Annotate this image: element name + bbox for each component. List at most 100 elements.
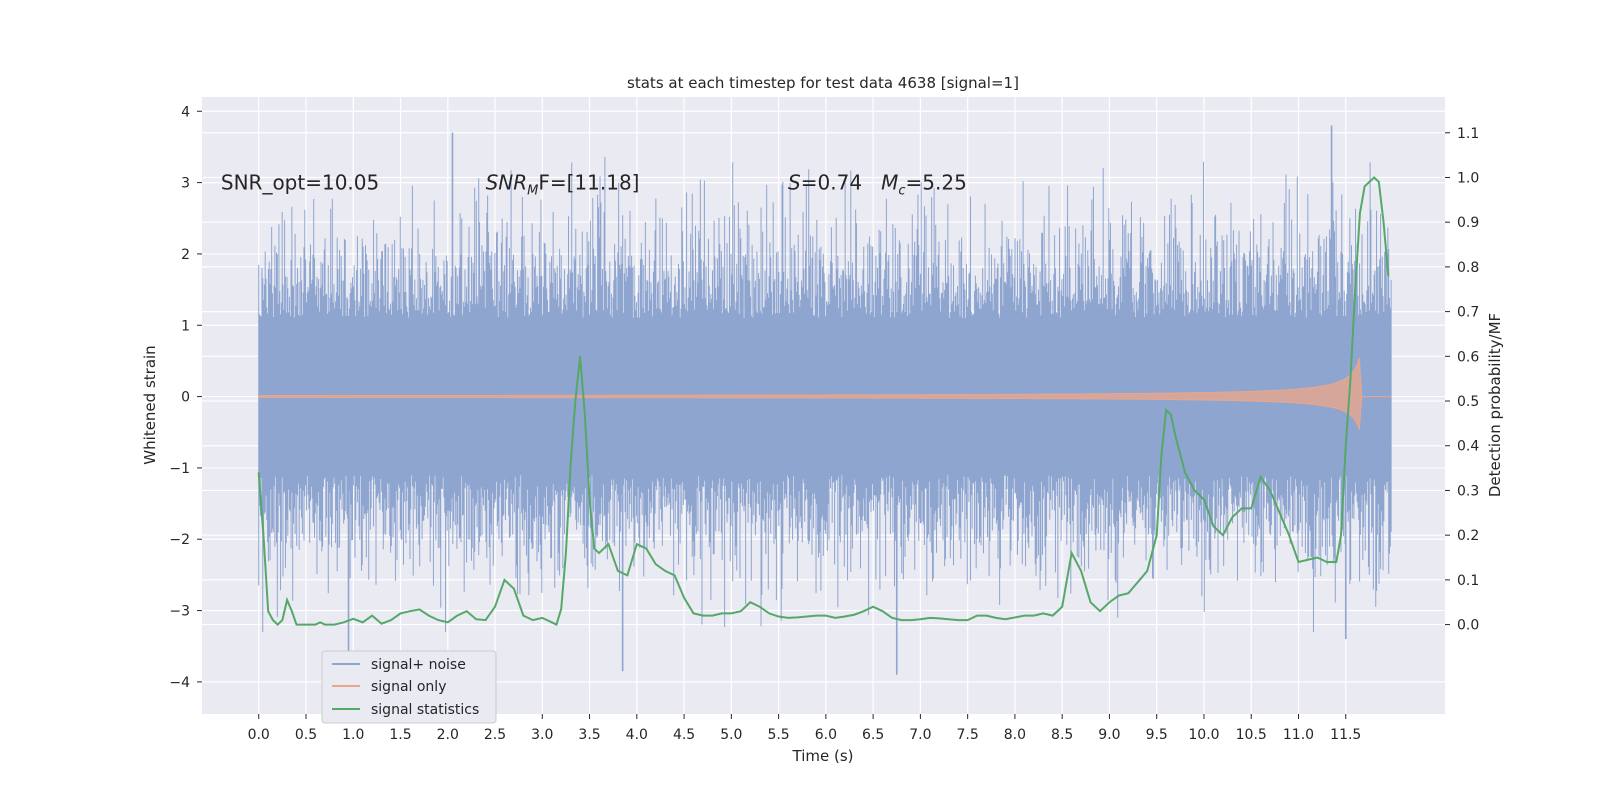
stats-point [522,615,524,617]
stats-point [1222,534,1224,536]
stats-point [881,610,884,612]
stats-point [806,615,808,618]
stats-point [399,612,402,615]
y2-tick-label: 1.0 [1457,170,1479,186]
stats-point [759,606,761,608]
y2-tick-label: 0.5 [1457,394,1479,410]
annotation-s-mc: S=0.74 Mc=5.25 [788,171,967,199]
stats-point [768,612,770,615]
x-tick-label: 1.5 [389,727,411,743]
x-tick-label: 10.0 [1188,727,1219,743]
y-tick-label: −3 [169,604,190,620]
stats-point [314,623,317,626]
legend-label-signal-plus-noise: signal+ noise [371,657,466,673]
stats-point [475,618,477,620]
stats-point [1250,507,1252,509]
stats-point [310,623,312,626]
x-tick-label: 3.5 [578,727,600,743]
stats-point [957,619,959,621]
stats-point [1373,176,1375,179]
y2-axis-title: Detection probability/MF [1486,313,1504,497]
stats-point [1335,561,1337,563]
stats-point [1193,489,1196,492]
x-tick-label: 6.0 [815,727,837,743]
x-tick-label: 9.5 [1146,727,1168,743]
stats-point [683,597,685,599]
stats-point [267,610,269,612]
chart-title: stats at each timestep for test data 463… [627,74,1019,92]
stats-point [778,615,780,618]
x-tick-label: 8.0 [1004,727,1026,743]
stats-point [749,601,751,603]
stats-point [1203,498,1205,500]
x-tick-label: 2.0 [437,727,459,743]
y2-tick-label: 0.9 [1457,215,1479,231]
stats-point [1023,615,1025,617]
y2-tick-label: 0.4 [1457,439,1479,455]
series-signal-only [258,358,1392,430]
x-tick-label: 0.5 [295,727,317,743]
x-tick-label: 4.5 [673,727,695,743]
stats-point [834,617,836,619]
stats-point [1345,445,1347,447]
stats-point [1316,556,1318,559]
stats-point [286,599,288,601]
x-tick-label: 9.0 [1098,727,1120,743]
y-tick-label: −4 [169,675,190,691]
legend: signal+ noise signal only signal statist… [321,650,497,724]
stats-point [815,615,818,617]
stats-point [1368,181,1370,183]
y-axis-title: Whitened strain [141,345,159,464]
stats-point [588,498,591,500]
stats-point [1099,610,1101,612]
y2-tick-label: 0.3 [1457,483,1479,499]
stats-point [995,617,997,619]
x-tick-label: 10.5 [1236,727,1267,743]
stats-point [574,400,576,402]
stats-points [258,176,1389,626]
stats-point [1189,480,1191,483]
stats-point [484,619,487,621]
stats-point [272,619,274,621]
stats-point [617,570,619,572]
stats-point [825,615,827,617]
stats-point [1170,413,1172,416]
stats-point [1278,512,1281,514]
stats-point [796,616,799,619]
stats-point [891,617,893,619]
stats-point [584,413,586,416]
stats-point [1071,552,1073,554]
x-tick-labels: 0.0 0.5 1.0 1.5 2.0 2.5 3.0 3.5 4.0 4.5 5.0 5.5 6.0 6… [248,714,1361,743]
x-tick-label: 11.0 [1283,727,1314,743]
stats-point [1061,606,1063,608]
stats-point [1156,534,1158,536]
stats-point [938,617,940,619]
legend-label-signal-statistics: signal statistics [371,702,479,718]
stats-point [1260,476,1262,478]
stats-point [551,621,553,623]
stats-point [626,574,628,577]
stats-point [1212,525,1215,527]
stats-point [381,623,383,625]
stats-point [1340,534,1342,536]
stats-point [967,619,969,621]
x-tick-label: 8.5 [1051,727,1073,743]
stats-point [291,610,293,612]
stats-point [258,471,260,474]
stats-point [1014,616,1016,619]
stats-point [555,623,558,626]
y2-tick-label: 1.1 [1457,126,1479,142]
stats-point [418,608,421,610]
legend-label-signal-only: signal only [371,679,446,695]
x-tick-label: 1.0 [342,727,364,743]
stats-point [456,615,458,617]
stats-point [692,612,695,615]
stats-point [900,619,903,621]
stats-point [437,619,439,621]
stats-point [362,621,364,623]
stats-point [655,563,657,565]
y2-tick-label: 0.0 [1457,618,1479,634]
annotations: SNR_opt=10.05 SNRMF=[11.18] S=0.74 Mc=5.25 [221,171,967,199]
stats-point [1297,561,1300,563]
